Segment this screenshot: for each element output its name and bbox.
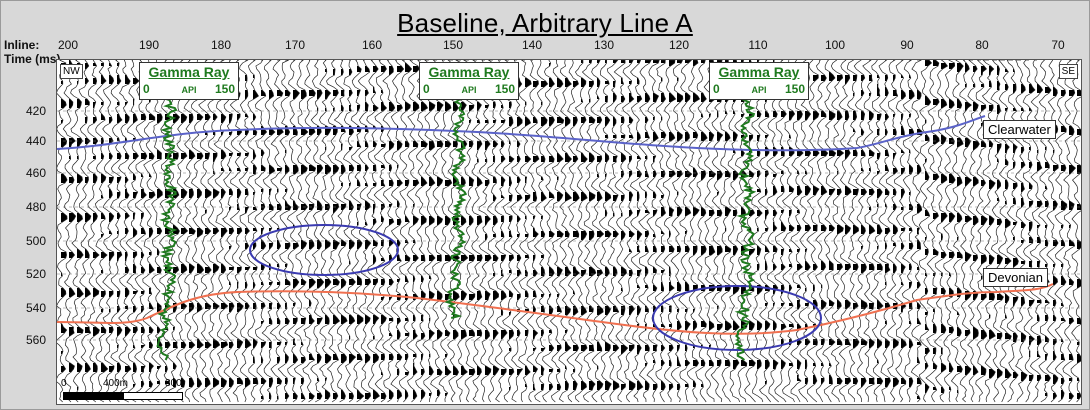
- gamma-ray-unit: API: [181, 85, 197, 95]
- time-axis-label: Time (ms): [4, 52, 61, 66]
- time-gridlines: [57, 110, 1081, 341]
- inline-axis-label: Inline:: [4, 38, 40, 52]
- gamma-ray-min: 0: [713, 82, 720, 96]
- ellipse-amplitude-anomaly-1: [249, 224, 399, 276]
- scale-bar-white-segment: [123, 392, 183, 400]
- gamma-ray-unit: API: [461, 85, 477, 95]
- gamma-ray-title: Gamma Ray: [428, 64, 510, 80]
- time-tick-440: 440: [26, 134, 47, 148]
- figure-title: Baseline, Arbitrary Line A: [397, 8, 693, 38]
- gamma-ray-max: 150: [494, 82, 515, 96]
- corner-label-se: SE: [1058, 64, 1078, 79]
- inline-tick-80: 80: [975, 38, 989, 52]
- time-tick-420: 420: [26, 104, 47, 118]
- horizon-clearwater: [56, 115, 986, 152]
- seismic-section: NW SE Gamma Ray 0 API 150 Gamma Ray 0 AP…: [55, 59, 1085, 405]
- gamma-ray-log-1: [156, 97, 178, 361]
- horizon-devonian: [56, 283, 1054, 335]
- scale-bar-black-segment: [63, 392, 125, 400]
- trace-fill: [61, 60, 1084, 399]
- horizon-label-clearwater: Clearwater: [983, 120, 1056, 139]
- horizon-label-devonian: Devonian: [983, 268, 1048, 287]
- inline-tick-100: 100: [824, 38, 846, 52]
- inline-tick-130: 130: [593, 38, 615, 52]
- scale-label-400m: 400m: [103, 378, 129, 389]
- time-tick-480: 480: [26, 200, 47, 214]
- inline-tick-170: 170: [284, 38, 306, 52]
- gamma-ray-header-1: Gamma Ray 0 API 150: [139, 62, 239, 100]
- inline-tick-180: 180: [210, 38, 232, 52]
- seismic-traces: [55, 59, 1085, 403]
- inline-tick-120: 120: [668, 38, 690, 52]
- corner-label-nw: NW: [60, 64, 83, 79]
- gamma-ray-log-2: [443, 97, 468, 319]
- time-tick-540: 540: [26, 301, 47, 315]
- seismic-svg: [55, 59, 1085, 403]
- time-tick-460: 460: [26, 166, 47, 180]
- time-tick-520: 520: [26, 267, 47, 281]
- gamma-ray-title: Gamma Ray: [148, 64, 230, 80]
- gamma-ray-header-2: Gamma Ray 0 API 150: [419, 62, 519, 100]
- gamma-ray-unit: API: [751, 85, 767, 95]
- scale-bar: 0 400m 800: [61, 378, 187, 402]
- scale-label-0: 0: [61, 378, 67, 389]
- gamma-ray-min: 0: [143, 82, 150, 96]
- inline-tick-70: 70: [1051, 38, 1065, 52]
- inline-tick-190: 190: [138, 38, 160, 52]
- inline-tick-90: 90: [900, 38, 914, 52]
- trace-lines: [55, 59, 1085, 403]
- time-tick-560: 560: [26, 333, 47, 347]
- inline-tick-160: 160: [361, 38, 383, 52]
- inline-tick-200: 200: [57, 38, 79, 52]
- gamma-ray-min: 0: [423, 82, 430, 96]
- inline-tick-140: 140: [521, 38, 543, 52]
- gamma-ray-title: Gamma Ray: [718, 64, 800, 80]
- gamma-ray-max: 150: [784, 82, 805, 96]
- time-tick-500: 500: [26, 234, 47, 248]
- inline-tick-110: 110: [748, 38, 768, 52]
- gamma-ray-log-3: [733, 97, 757, 361]
- scale-label-800: 800: [165, 378, 182, 389]
- inline-tick-150: 150: [442, 38, 464, 52]
- gamma-ray-max: 150: [214, 82, 235, 96]
- ellipse-amplitude-anomaly-2: [652, 285, 822, 351]
- gamma-ray-header-3: Gamma Ray 0 API 150: [709, 62, 809, 100]
